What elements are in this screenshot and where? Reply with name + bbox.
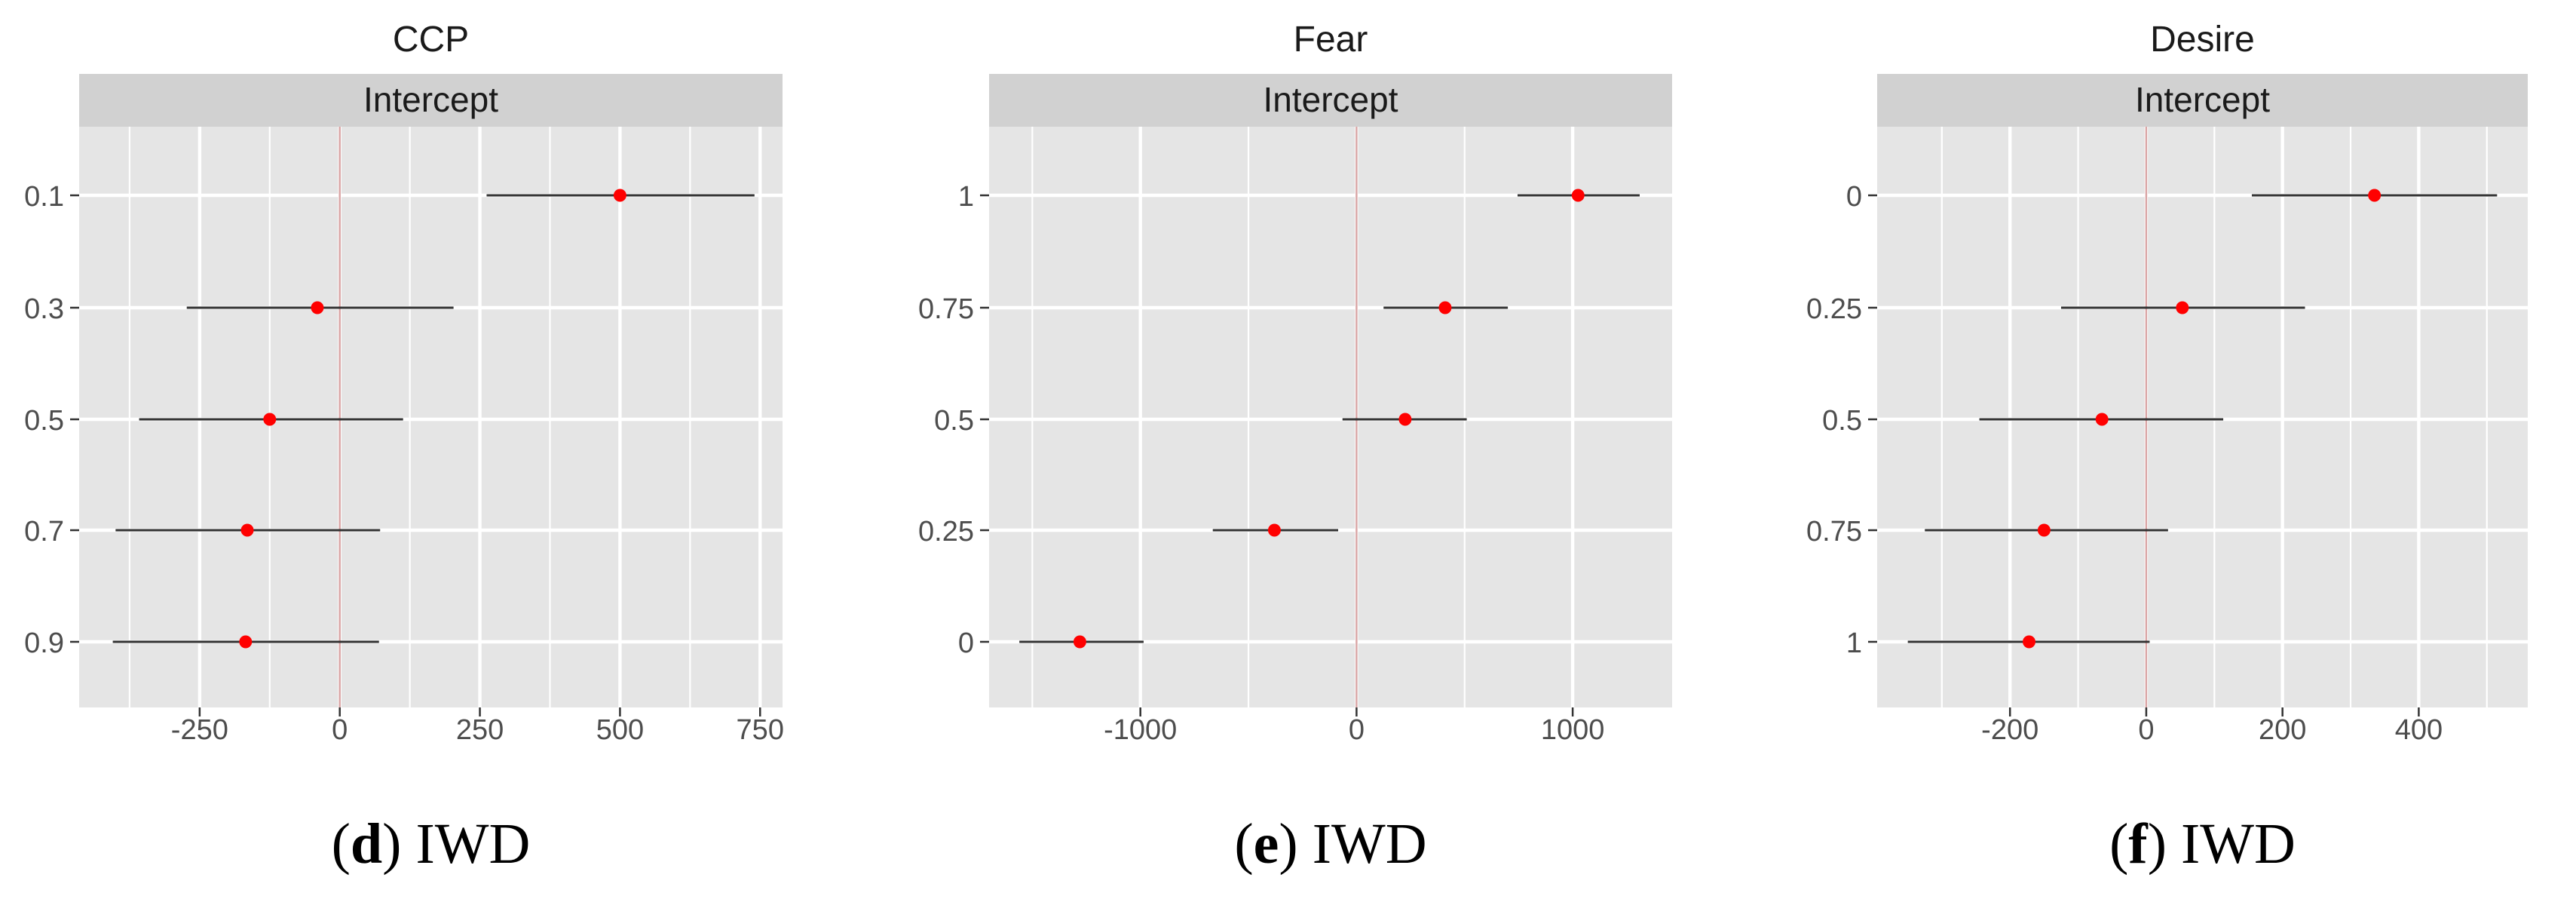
chart-title: Desire <box>2150 20 2255 60</box>
caption-open-paren: ( <box>332 812 351 876</box>
x-tick-label: 400 <box>2395 714 2443 746</box>
facet-strip-label: Intercept <box>1263 80 1398 119</box>
panel-caption: (e) IWD <box>1234 812 1426 876</box>
point-estimate <box>1571 189 1585 202</box>
caption-letter: e <box>1254 812 1279 876</box>
facet-strip-label: Intercept <box>363 80 498 119</box>
caption-text: IWD <box>415 812 530 876</box>
point-estimate <box>2023 635 2036 649</box>
x-tick-label: -250 <box>171 714 228 746</box>
y-tick-label: 0.5 <box>24 405 64 437</box>
point-estimate <box>2368 189 2381 202</box>
plot-background <box>989 127 1672 707</box>
caption-close-paren: ) <box>382 812 415 876</box>
plot-background <box>1877 127 2528 707</box>
facet-strip <box>79 74 783 127</box>
point-estimate <box>239 635 253 649</box>
facet-strip <box>989 74 1672 127</box>
x-tick-label: -1000 <box>1104 714 1177 746</box>
x-tick-label: 0 <box>332 714 348 746</box>
caption-close-paren: ) <box>2148 812 2181 876</box>
y-tick-label: 0 <box>1846 181 1862 213</box>
chart-panel-2: Fear Intercept 1 0.75 0.5 0.25 0 -1000 0 1000 (e) … <box>918 20 1672 876</box>
point-estimate <box>2176 301 2189 314</box>
caption-letter: d <box>351 812 382 876</box>
caption-text: IWD <box>1313 812 1427 876</box>
panel-caption: (d) IWD <box>332 812 531 876</box>
y-tick-label: 0.5 <box>934 405 974 437</box>
point-estimate <box>263 413 277 426</box>
x-tick-label: -200 <box>1981 714 2038 746</box>
point-estimate <box>613 189 626 202</box>
y-tick-label: 0.25 <box>918 516 974 548</box>
point-estimate <box>1267 523 1281 537</box>
x-tick-label: 0 <box>2138 714 2154 746</box>
point-estimate <box>2095 413 2109 426</box>
x-tick-label: 500 <box>596 714 644 746</box>
point-estimate <box>1438 301 1452 314</box>
y-tick-label: 0 <box>958 627 974 659</box>
y-tick-label: 0.1 <box>24 181 64 213</box>
panel-caption: (f) IWD <box>2109 812 2296 876</box>
y-tick-label: 1 <box>1846 627 1862 659</box>
point-estimate <box>1398 413 1412 426</box>
x-tick-label: 200 <box>2259 714 2306 746</box>
y-tick-label: 1 <box>958 181 974 213</box>
chart-panel-3: Desire Intercept 0 0.25 0.5 0.75 1 -200 0 200 400 (… <box>1806 20 2528 876</box>
chart-title: Fear <box>1294 20 1368 60</box>
facet-strip <box>1877 74 2528 127</box>
y-tick-label: 0.7 <box>24 516 64 548</box>
point-estimate <box>1073 635 1086 649</box>
y-tick-label: 0.75 <box>1806 516 1862 548</box>
caption-letter: f <box>2128 812 2149 876</box>
y-tick-label: 0.9 <box>24 627 64 659</box>
y-tick-label: 0.25 <box>1806 293 1862 325</box>
y-tick-label: 0.5 <box>1822 405 1862 437</box>
chart-panel-1: CCP Intercept 0.1 0.3 0.5 0.7 0.9 -250 0 250 500 75… <box>24 20 784 876</box>
x-tick-label: 0 <box>1349 714 1365 746</box>
y-tick-label: 0.3 <box>24 293 64 325</box>
chart-title: CCP <box>393 20 469 60</box>
point-estimate <box>2037 523 2051 537</box>
facet-strip-label: Intercept <box>2135 80 2270 119</box>
plot-background <box>79 127 783 707</box>
y-tick-label: 0.75 <box>918 293 974 325</box>
x-tick-label: 750 <box>737 714 784 746</box>
caption-open-paren: ( <box>2109 812 2128 876</box>
x-tick-label: 1000 <box>1541 714 1605 746</box>
caption-open-paren: ( <box>1234 812 1253 876</box>
caption-text: IWD <box>2181 812 2296 876</box>
point-estimate <box>240 523 254 537</box>
x-tick-label: 250 <box>456 714 504 746</box>
point-estimate <box>311 301 324 314</box>
caption-close-paren: ) <box>1279 812 1312 876</box>
